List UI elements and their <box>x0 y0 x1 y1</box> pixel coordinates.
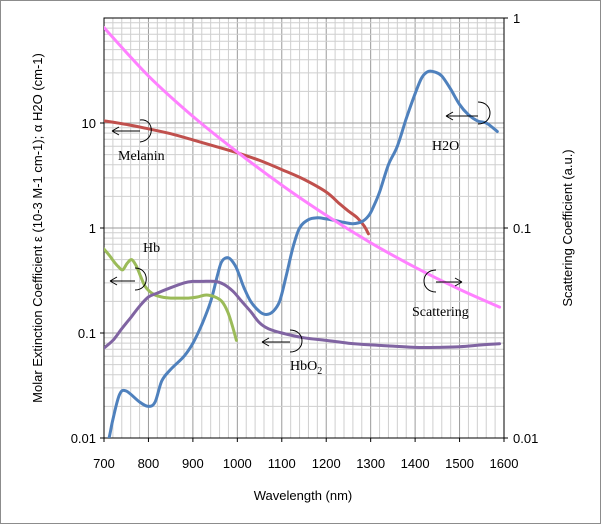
y-left-axis-title: Molar Extinction Coefficient ε (10-3 M-1… <box>30 53 45 403</box>
series-line-hbo2 <box>104 279 502 350</box>
x-tick-label: 1200 <box>312 456 341 471</box>
series-line-scattering <box>104 26 502 309</box>
annotation-arrow <box>436 277 463 287</box>
annotation-arrow <box>261 337 290 347</box>
annotation-arrow <box>111 126 140 136</box>
y-left-tick-label: 0.01 <box>71 431 96 446</box>
x-tick-label: 800 <box>138 456 160 471</box>
annotation-arrow <box>109 276 135 286</box>
x-tick-label: 1300 <box>356 456 385 471</box>
grid <box>104 18 504 438</box>
annotation-scattering: Scattering <box>412 305 469 320</box>
annotation-hook <box>134 267 147 291</box>
y-right-axis-title: Scattering Coefficient (a.u.) <box>560 149 575 306</box>
y-right-tick-label: 1 <box>513 11 520 26</box>
x-tick-label: 1500 <box>445 456 474 471</box>
y-left-tick-label: 0.1 <box>78 326 96 341</box>
series-line-h2o <box>107 69 499 438</box>
annotation-arrow <box>445 111 478 121</box>
x-tick-label: 700 <box>93 456 115 471</box>
series-layer <box>104 26 502 438</box>
x-axis-title: Wavelength (nm) <box>254 488 353 503</box>
annotation-hbo2: HbO2 <box>290 359 322 377</box>
annotation-melanin: Melanin <box>118 149 165 164</box>
tick-layer: 700 800 900 1000 1100 1200 1300 1400 1500 1600 0.0… <box>71 11 539 471</box>
y-right-tick-label: 0.1 <box>513 221 531 236</box>
annotation-hook <box>477 101 491 125</box>
series-line-melanin <box>104 119 370 236</box>
y-right-tick-label: 0.01 <box>513 431 538 446</box>
annotation-hook <box>289 329 303 353</box>
annotation-hook <box>139 119 152 143</box>
x-tick-label: 1600 <box>490 456 519 471</box>
y-left-tick-label: 10 <box>82 116 96 131</box>
y-left-tick-label: 1 <box>89 221 96 236</box>
x-tick-label: 1100 <box>268 456 296 471</box>
annotation-hb: Hb <box>143 241 160 256</box>
x-tick-label: 1000 <box>223 456 252 471</box>
annotation-layer: Melanin H2O Hb HbO2 Scattering <box>109 101 491 377</box>
annotation-hook <box>423 269 437 293</box>
x-tick-label: 900 <box>182 456 204 471</box>
annotation-h2o: H2O <box>432 139 459 154</box>
x-tick-label: 1400 <box>401 456 430 471</box>
